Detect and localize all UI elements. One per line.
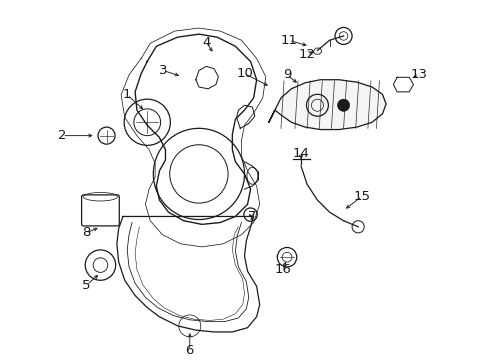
Text: 6: 6	[185, 344, 194, 357]
Text: 12: 12	[298, 48, 315, 61]
Text: 8: 8	[82, 226, 90, 239]
Circle shape	[337, 99, 349, 111]
Text: 15: 15	[353, 190, 369, 203]
Text: 5: 5	[82, 279, 91, 292]
Text: 4: 4	[202, 36, 210, 49]
Text: 16: 16	[274, 263, 291, 276]
Text: 10: 10	[236, 67, 252, 80]
Text: 14: 14	[292, 147, 309, 160]
Text: 7: 7	[247, 210, 256, 223]
Text: 9: 9	[282, 68, 291, 81]
Text: 3: 3	[159, 64, 167, 77]
Text: 1: 1	[122, 89, 131, 102]
Text: 11: 11	[280, 34, 297, 47]
Polygon shape	[268, 80, 386, 130]
Text: 13: 13	[409, 68, 427, 81]
Text: 2: 2	[58, 129, 66, 142]
